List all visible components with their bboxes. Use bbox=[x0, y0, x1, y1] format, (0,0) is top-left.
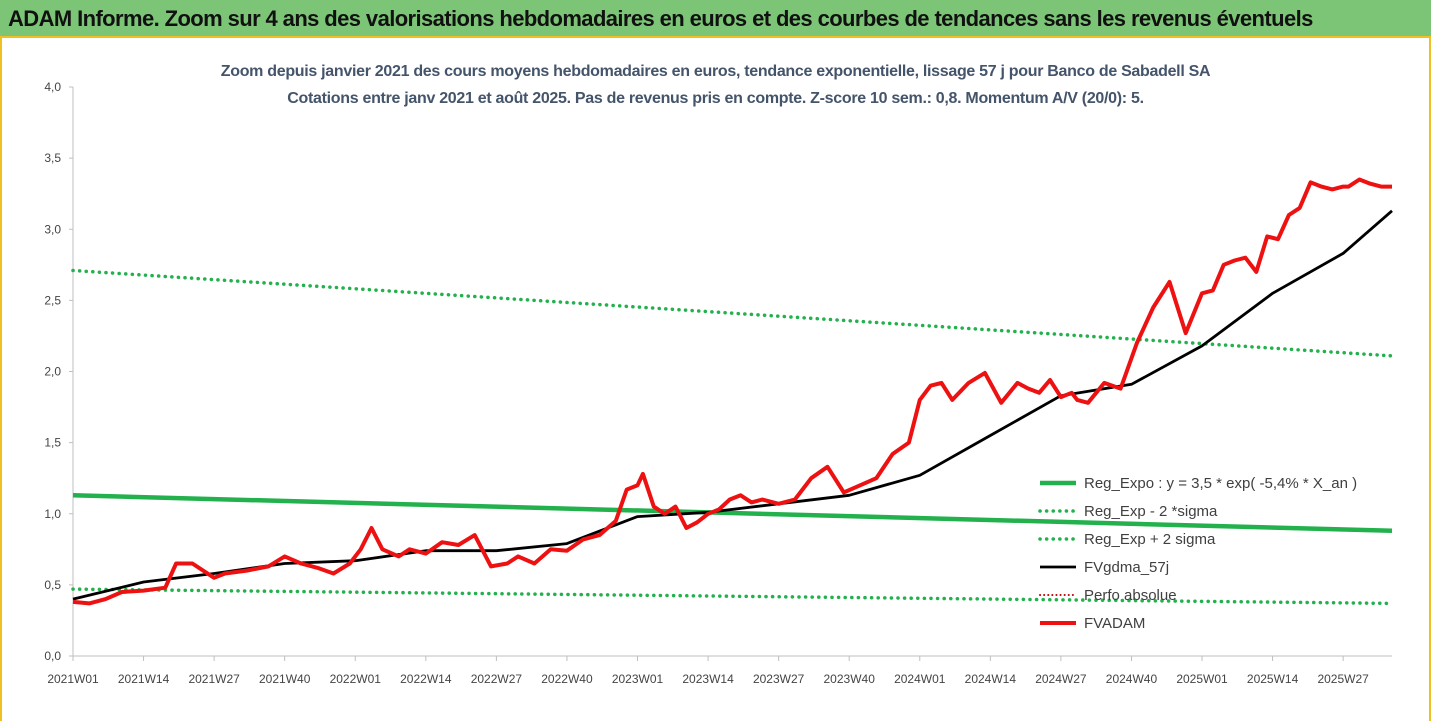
legend-label: FVgdma_57j bbox=[1084, 559, 1169, 576]
y-tick-label: 1,0 bbox=[44, 507, 61, 521]
y-tick-label: 4,0 bbox=[44, 80, 61, 94]
series-line-5 bbox=[72, 177, 1392, 606]
y-tick-label: 2,0 bbox=[44, 365, 61, 379]
series-line-0 bbox=[72, 493, 1393, 534]
legend-label: FVADAM bbox=[1084, 615, 1145, 632]
chart-subtitle: Cotations entre janv 2021 et août 2025. … bbox=[287, 90, 1144, 107]
x-tick-label: 2023W27 bbox=[753, 672, 805, 686]
x-tick-label: 2025W14 bbox=[1247, 672, 1299, 686]
series-line-2 bbox=[71, 268, 1394, 358]
series-line-1 bbox=[71, 587, 1394, 606]
legend-label: Reg_Exp + 2 sigma bbox=[1084, 531, 1216, 548]
x-tick-label: 2022W40 bbox=[541, 672, 593, 686]
y-tick-label: 2,5 bbox=[44, 293, 61, 307]
y-tick-label: 0,5 bbox=[44, 578, 61, 592]
report-title: ADAM Informe. Zoom sur 4 ans des valoris… bbox=[8, 6, 1313, 31]
chart-frame bbox=[0, 38, 1431, 721]
x-tick-label: 2021W14 bbox=[118, 672, 170, 686]
x-tick-label: 2022W14 bbox=[400, 672, 452, 686]
x-tick-label: 2025W01 bbox=[1176, 672, 1228, 686]
x-tick-label: 2025W27 bbox=[1317, 672, 1369, 686]
x-tick-label: 2024W14 bbox=[965, 672, 1017, 686]
header-bar: ADAM Informe. Zoom sur 4 ans des valoris… bbox=[0, 0, 1431, 38]
x-tick-label: 2024W40 bbox=[1106, 672, 1158, 686]
x-tick-label: 2021W40 bbox=[259, 672, 311, 686]
x-tick-label: 2023W01 bbox=[612, 672, 664, 686]
y-tick-label: 0,0 bbox=[44, 649, 61, 663]
x-tick-label: 2023W14 bbox=[682, 672, 734, 686]
chart-title: Zoom depuis janvier 2021 des cours moyen… bbox=[220, 63, 1211, 80]
legend-label: Reg_Exp - 2 *sigma bbox=[1084, 503, 1218, 520]
x-tick-label: 2023W40 bbox=[824, 672, 876, 686]
y-tick-label: 1,5 bbox=[44, 436, 61, 450]
x-tick-label: 2024W01 bbox=[894, 672, 946, 686]
x-tick-label: 2021W01 bbox=[47, 672, 99, 686]
y-tick-label: 3,5 bbox=[44, 151, 61, 165]
legend-label: Perfo absolue bbox=[1084, 587, 1177, 604]
x-tick-label: 2024W27 bbox=[1035, 672, 1087, 686]
x-tick-label: 2022W01 bbox=[330, 672, 382, 686]
legend-label: Reg_Expo : y = 3,5 * exp( -5,4% * X_an ) bbox=[1084, 475, 1357, 492]
x-tick-label: 2022W27 bbox=[471, 672, 523, 686]
x-tick-label: 2021W27 bbox=[188, 672, 240, 686]
y-tick-label: 3,0 bbox=[44, 222, 61, 236]
